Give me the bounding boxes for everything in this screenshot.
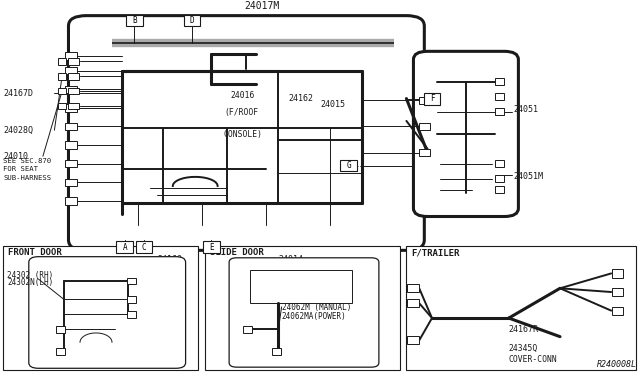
Bar <box>243 326 253 333</box>
Bar <box>272 348 282 355</box>
Bar <box>136 241 152 253</box>
Bar <box>65 141 77 149</box>
Bar <box>127 296 136 303</box>
Text: A: A <box>122 243 127 252</box>
Bar <box>65 52 77 60</box>
FancyBboxPatch shape <box>29 257 186 368</box>
Text: (F/ROOF: (F/ROOF <box>224 108 258 117</box>
Text: 24028Q: 24028Q <box>3 126 33 135</box>
Text: 24162: 24162 <box>288 94 313 103</box>
Text: F/TRAILER: F/TRAILER <box>412 248 460 257</box>
Bar <box>127 311 136 318</box>
Text: 24017M: 24017M <box>244 1 280 11</box>
Bar <box>127 278 136 284</box>
Bar <box>126 15 143 26</box>
Text: C: C <box>141 243 147 252</box>
Bar <box>68 73 79 80</box>
Text: R240008L: R240008L <box>596 360 637 369</box>
Text: F: F <box>429 94 435 103</box>
Bar <box>407 284 419 292</box>
Text: 24051M: 24051M <box>513 172 543 181</box>
Bar <box>65 160 77 167</box>
Bar <box>495 93 504 100</box>
Bar <box>495 175 504 182</box>
Bar <box>419 97 430 104</box>
Bar <box>612 307 623 315</box>
Text: CONSOLE): CONSOLE) <box>224 130 263 139</box>
Bar <box>65 197 77 205</box>
Bar <box>58 73 66 80</box>
Bar <box>495 186 504 193</box>
Bar <box>58 58 66 65</box>
Text: 24302 (RH): 24302 (RH) <box>7 271 53 280</box>
Text: 24167D: 24167D <box>3 89 33 97</box>
Bar <box>68 88 79 94</box>
Bar <box>612 269 623 278</box>
Text: E: E <box>209 243 214 252</box>
Text: 24010: 24010 <box>3 152 28 161</box>
Bar <box>65 123 77 130</box>
Bar <box>419 123 430 130</box>
Text: 24160: 24160 <box>157 255 182 264</box>
Text: SLIDE DOOR: SLIDE DOOR <box>210 248 264 257</box>
Text: 24167R: 24167R <box>509 326 539 334</box>
Text: 24302N(LH): 24302N(LH) <box>7 278 53 287</box>
Text: 24062M (MANUAL): 24062M (MANUAL) <box>282 303 351 312</box>
Bar <box>340 160 357 171</box>
Bar <box>68 103 79 109</box>
Bar <box>56 348 65 355</box>
Bar <box>495 160 504 167</box>
Bar <box>407 299 419 307</box>
Bar <box>68 58 79 65</box>
Text: B: B <box>132 16 137 25</box>
Text: G: G <box>346 161 351 170</box>
Text: 24345Q: 24345Q <box>509 344 538 353</box>
Bar <box>65 104 77 112</box>
Bar <box>65 179 77 186</box>
FancyBboxPatch shape <box>68 16 424 250</box>
Bar <box>65 86 77 93</box>
Bar <box>56 326 65 333</box>
Bar <box>65 67 77 74</box>
Text: 24062MA(POWER): 24062MA(POWER) <box>282 312 346 321</box>
Bar <box>3 246 198 370</box>
Bar <box>58 88 66 94</box>
Bar <box>407 336 419 344</box>
Bar <box>424 93 440 105</box>
Text: 24014: 24014 <box>278 255 304 264</box>
Bar <box>419 149 430 156</box>
Text: 24016: 24016 <box>230 92 255 100</box>
Bar <box>495 78 504 85</box>
Bar <box>203 241 220 253</box>
Bar <box>495 108 504 115</box>
Text: 24051: 24051 <box>513 105 538 114</box>
Bar <box>58 103 66 109</box>
Text: SEE SEC.870
FOR SEAT
SUB-HARNESS: SEE SEC.870 FOR SEAT SUB-HARNESS <box>3 158 51 181</box>
Bar <box>406 246 636 370</box>
Text: COVER-CONN: COVER-CONN <box>509 355 557 364</box>
Text: D: D <box>189 16 195 25</box>
Text: 24015: 24015 <box>320 100 345 109</box>
FancyBboxPatch shape <box>229 258 379 367</box>
Bar <box>250 270 352 303</box>
Bar <box>184 15 200 26</box>
FancyBboxPatch shape <box>413 51 518 217</box>
Bar <box>205 246 400 370</box>
Text: FRONT DOOR: FRONT DOOR <box>8 248 62 257</box>
Bar <box>612 288 623 296</box>
Bar <box>116 241 133 253</box>
